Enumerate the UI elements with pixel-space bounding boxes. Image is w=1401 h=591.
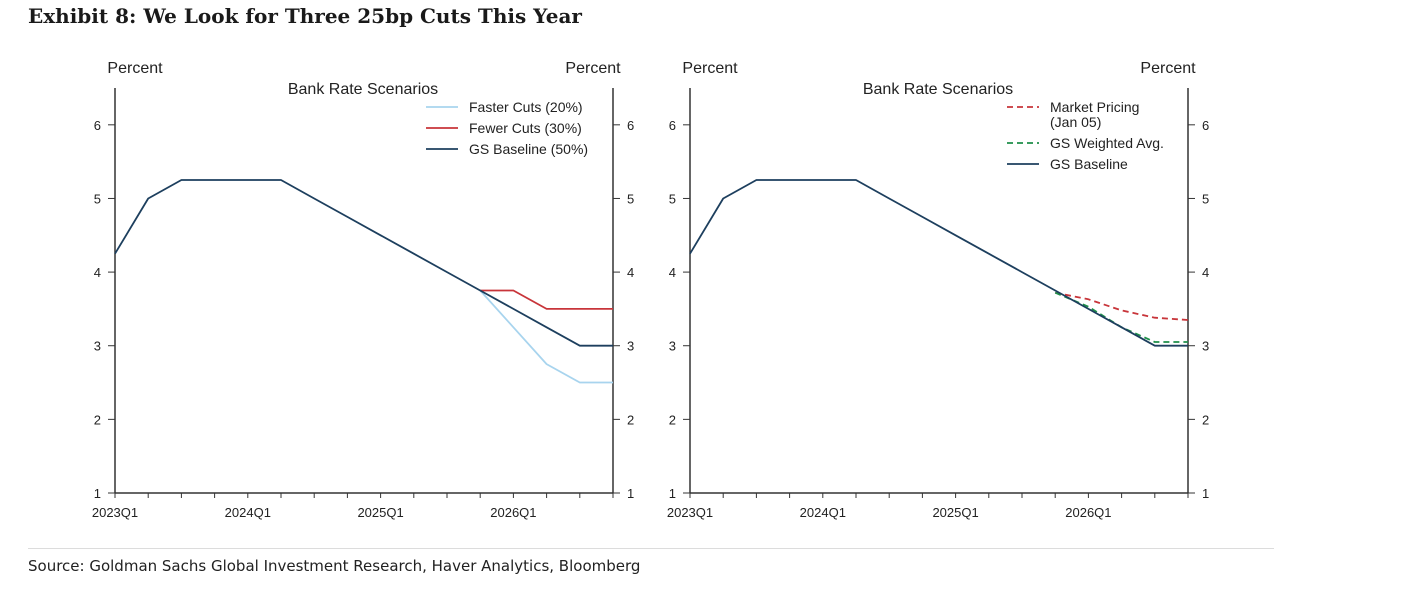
y-tick-label-left: 6	[94, 118, 101, 133]
y-tick-label-right: 2	[1202, 412, 1209, 427]
legend-label: GS Weighted Avg.	[1050, 135, 1164, 151]
y-tick-label-left: 4	[669, 265, 676, 280]
x-tick-label: 2023Q1	[92, 505, 138, 520]
y-tick-label-left: 4	[94, 265, 101, 280]
y-tick-label-left: 2	[669, 412, 676, 427]
y-tick-label-left: 2	[94, 412, 101, 427]
y-tick-label-right: 1	[627, 486, 634, 501]
source-note: Source: Goldman Sachs Global Investment …	[28, 557, 641, 575]
series-line-weighted-avg	[1054, 291, 1188, 343]
y-axis-label-right: Percent	[1140, 60, 1196, 77]
y-tick-label-right: 2	[627, 412, 634, 427]
y-tick-label-right: 4	[1202, 265, 1209, 280]
y-tick-label-right: 3	[627, 339, 634, 354]
y-tick-label-right: 4	[627, 265, 634, 280]
chart-right-bank-rate-scenarios: 1 1 2 2 3 3 4 4 5 5 6 6 2023Q1 2024Q1 2025Q1 2026Q1 Perc…	[667, 60, 1209, 520]
x-tick-label: 2024Q1	[800, 505, 846, 520]
legend-label: Market Pricing	[1050, 99, 1139, 115]
series-line-baseline	[689, 179, 1188, 347]
y-tick-label-left: 5	[94, 191, 101, 206]
y-tick-label-left: 3	[94, 339, 101, 354]
series-line-faster-cuts	[479, 289, 613, 384]
y-tick-label-left: 6	[669, 118, 676, 133]
x-tick-label: 2026Q1	[1065, 505, 1111, 520]
chart-title: Bank Rate Scenarios	[863, 81, 1013, 98]
x-tick-label: 2026Q1	[490, 505, 536, 520]
y-axis-label-right: Percent	[565, 60, 621, 77]
chart-left-bank-rate-scenarios: 1 1 2 2 3 3 4 4 5 5 6 6 2023Q1 2024Q1 2025Q1 2026Q1 Perc…	[92, 60, 634, 520]
y-tick-label-right: 3	[1202, 339, 1209, 354]
x-tick-label: 2025Q1	[932, 505, 978, 520]
y-tick-label-right: 6	[627, 118, 634, 133]
y-tick-label-left: 5	[669, 191, 676, 206]
y-axis-label-left: Percent	[107, 60, 163, 77]
y-axis-label-left: Percent	[682, 60, 738, 77]
chart-title: Bank Rate Scenarios	[288, 81, 438, 98]
legend-label: GS Baseline	[1050, 156, 1128, 172]
legend-label: Fewer Cuts (30%)	[469, 120, 582, 136]
y-tick-label-right: 5	[1202, 191, 1209, 206]
y-tick-label-left: 1	[669, 486, 676, 501]
x-tick-label: 2024Q1	[225, 505, 271, 520]
exhibit-title: Exhibit 8: We Look for Three 25bp Cuts T…	[28, 4, 582, 28]
series-line-baseline	[114, 179, 613, 347]
legend-label: (Jan 05)	[1050, 114, 1101, 130]
series-line-market-pricing	[1055, 291, 1189, 321]
legend-label: GS Baseline (50%)	[469, 141, 588, 157]
y-tick-label-right: 6	[1202, 118, 1209, 133]
series-line-fewer-cuts	[480, 289, 613, 310]
y-tick-label-left: 3	[669, 339, 676, 354]
y-tick-label-left: 1	[94, 486, 101, 501]
y-tick-label-right: 1	[1202, 486, 1209, 501]
x-tick-label: 2025Q1	[357, 505, 403, 520]
y-tick-label-right: 5	[627, 191, 634, 206]
legend-label: Faster Cuts (20%)	[469, 99, 583, 115]
source-divider	[28, 548, 1274, 549]
x-tick-label: 2023Q1	[667, 505, 713, 520]
